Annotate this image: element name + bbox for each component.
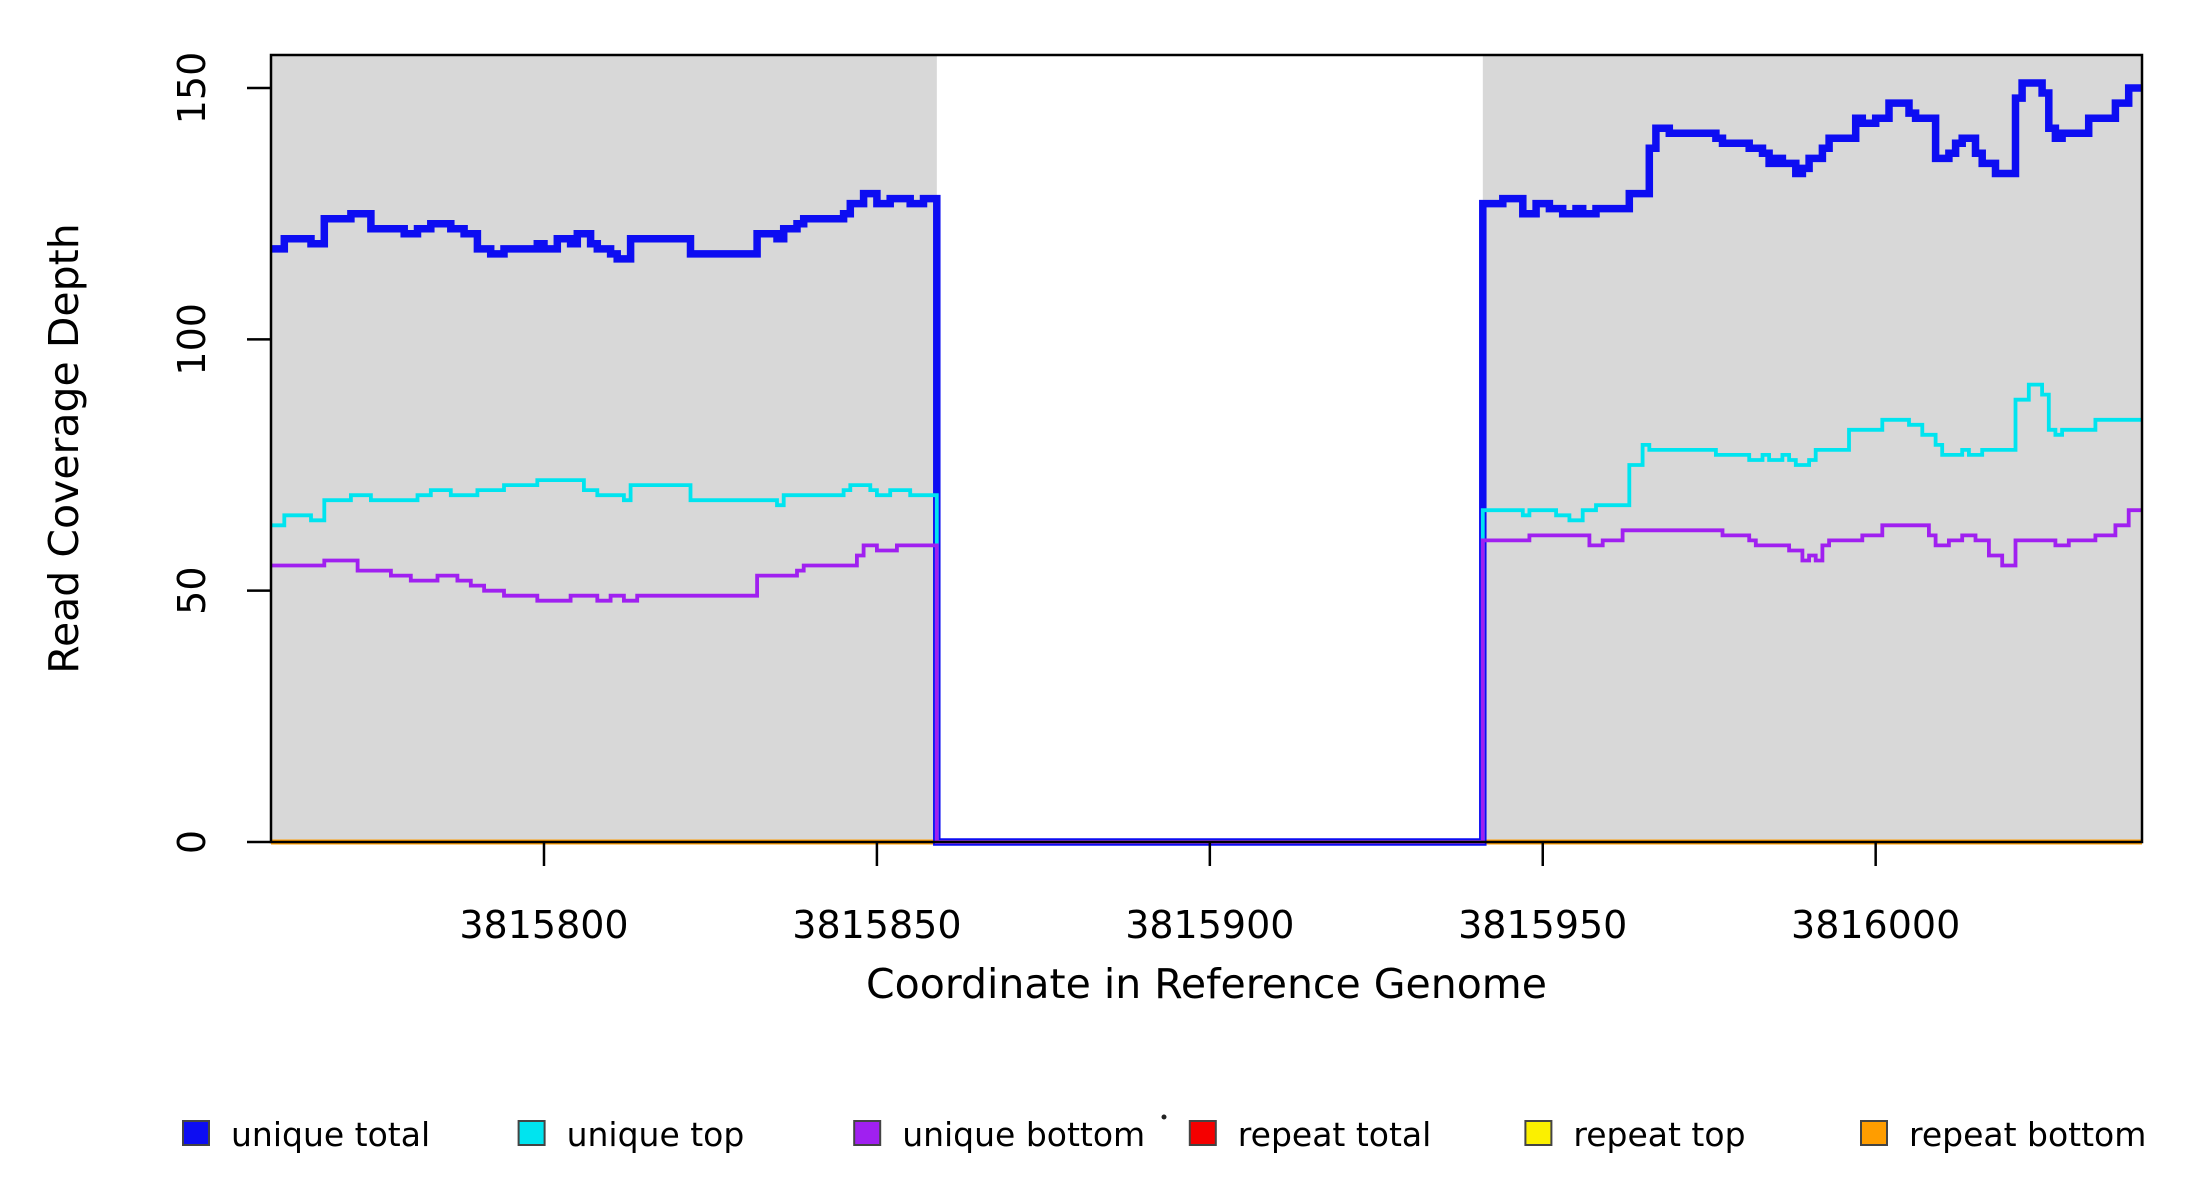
legend-label-unique-total: unique total [231,1115,430,1154]
x-tick-label: 3816000 [1791,903,1960,947]
y-tick-label: 50 [170,566,214,614]
legend-label-repeat-bottom: repeat bottom [1909,1115,2146,1154]
y-tick-label: 100 [170,303,214,376]
x-tick-label: 3815800 [459,903,628,947]
series-line-unique-bottom [271,508,2142,844]
x-axis-title: Coordinate in Reference Genome [866,960,1547,1008]
plot-box [269,53,2144,844]
stray-mark [1161,1114,1167,1120]
shaded-region-1 [271,55,937,842]
legend-label-unique-bottom: unique bottom [902,1115,1145,1154]
legend-label-unique-top: unique top [567,1115,745,1154]
x-tick-label: 3815950 [1458,903,1627,947]
x-tick-label: 3815850 [792,903,961,947]
y-tick-label: 0 [170,830,214,854]
legend-swatch-unique-top [517,1120,546,1146]
shaded-region-2 [1482,55,2142,842]
legend-label-repeat-total: repeat total [1238,1115,1432,1154]
x-tick-label: 3815900 [1125,903,1294,947]
series-line-unique-total [271,79,2142,846]
y-tick-label: 150 [170,52,214,125]
legend-swatch-unique-bottom [853,1120,882,1146]
legend-swatch-unique-total [182,1120,210,1146]
legend-swatch-repeat-top [1524,1120,1553,1146]
legend-swatch-repeat-total [1188,1120,1217,1146]
legend-swatch-repeat-bottom [1860,1120,1888,1146]
y-axis-title: Read Coverage Depth [40,223,88,673]
legend-label-repeat-top: repeat top [1573,1115,1745,1154]
series-line-unique-top [271,382,2142,844]
